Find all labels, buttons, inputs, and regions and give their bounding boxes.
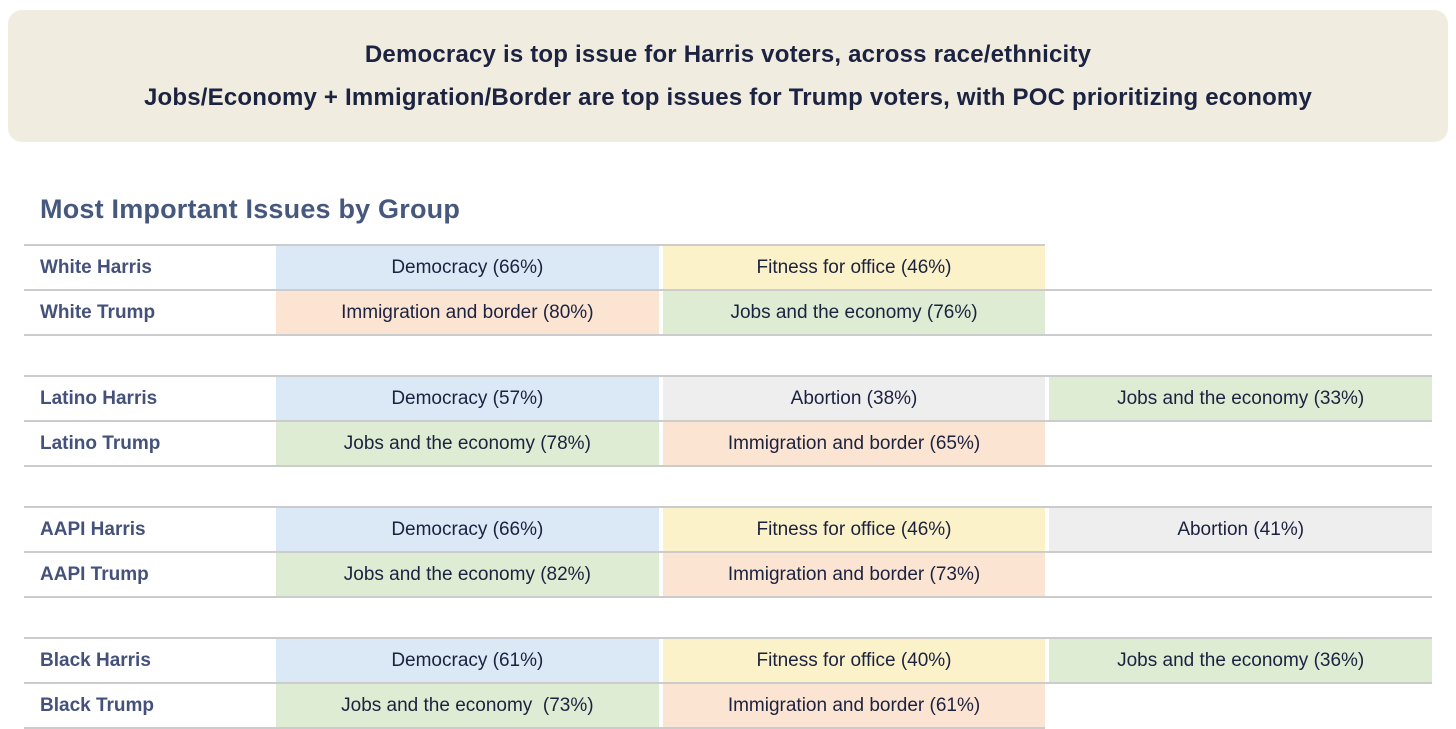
table-row: AAPI Harris Democracy (66%) Fitness for of… — [24, 508, 1433, 551]
group-bottom-border — [24, 596, 1432, 598]
table-row: White Harris Democracy (66%) Fitness for o… — [24, 246, 1433, 289]
group-top-border — [24, 244, 1045, 246]
empty-cell — [1049, 553, 1433, 596]
issue-cell: Fitness for office (40%) — [662, 639, 1046, 682]
issue-cell: Abortion (41%) — [1049, 508, 1433, 551]
issue-cell: Jobs and the economy (76%) — [662, 291, 1046, 334]
table-row: Black Harris Democracy (61%) Fitness for o… — [24, 639, 1433, 682]
headline-line-2: Jobs/Economy + Immigration/Border are to… — [143, 83, 1313, 111]
row-separator — [24, 551, 1432, 553]
issue-cell: Jobs and the economy (78%) — [276, 422, 659, 465]
group-top-border — [24, 506, 1432, 508]
row-label: White Harris — [24, 246, 272, 289]
issues-table: White Harris Democracy (66%) Fitness for o… — [24, 244, 1433, 729]
issue-cell: Immigration and border (80%) — [276, 291, 659, 334]
group-aapi: AAPI Harris Democracy (66%) Fitness for of… — [24, 506, 1433, 598]
row-label: Black Harris — [24, 639, 272, 682]
row-label: Latino Trump — [24, 422, 272, 465]
row-label: White Trump — [24, 291, 272, 334]
issue-cell: Democracy (61%) — [276, 639, 659, 682]
table-row: Black Trump Jobs and the economy (73%) Imm… — [24, 684, 1433, 727]
empty-cell — [1049, 684, 1433, 727]
group-black: Black Harris Democracy (61%) Fitness for o… — [24, 637, 1433, 729]
row-separator — [24, 682, 1432, 684]
group-latino: Latino Harris Democracy (57%) Abortion (38… — [24, 375, 1433, 467]
empty-cell — [1049, 422, 1433, 465]
group-bottom-border — [24, 465, 1432, 467]
table-row: White Trump Immigration and border (80%) J… — [24, 291, 1433, 334]
row-label: Latino Harris — [24, 377, 272, 420]
empty-cell — [1049, 246, 1433, 289]
headline-banner: Democracy is top issue for Harris voters… — [8, 10, 1448, 142]
table-row: Latino Trump Jobs and the economy (78%) Im… — [24, 422, 1433, 465]
group-top-border — [24, 375, 1432, 377]
group-bottom-border — [24, 334, 1432, 336]
chart-title: Most Important Issues by Group — [40, 194, 461, 224]
row-separator — [24, 289, 1432, 291]
issue-cell: Fitness for office (46%) — [662, 246, 1046, 289]
table-row: Latino Harris Democracy (57%) Abortion (38… — [24, 377, 1433, 420]
issue-cell: Immigration and border (65%) — [662, 422, 1046, 465]
issue-cell: Jobs and the economy (36%) — [1049, 639, 1433, 682]
group-white: White Harris Democracy (66%) Fitness for o… — [24, 244, 1433, 336]
group-top-border — [24, 637, 1432, 639]
issue-cell: Jobs and the economy (73%) — [276, 684, 659, 727]
issue-cell: Democracy (57%) — [276, 377, 659, 420]
row-label: Black Trump — [24, 684, 272, 727]
headline-line-1: Democracy is top issue for Harris voters… — [364, 40, 1092, 68]
row-label: AAPI Harris — [24, 508, 272, 551]
issue-cell: Democracy (66%) — [276, 508, 659, 551]
issue-cell: Jobs and the economy (33%) — [1049, 377, 1433, 420]
row-label: AAPI Trump — [24, 553, 272, 596]
issue-cell: Immigration and border (73%) — [662, 553, 1046, 596]
table-row: AAPI Trump Jobs and the economy (82%) Immi… — [24, 553, 1433, 596]
empty-cell — [1049, 291, 1433, 334]
group-bottom-border — [24, 727, 1045, 729]
issue-cell: Abortion (38%) — [662, 377, 1046, 420]
issue-cell: Democracy (66%) — [276, 246, 659, 289]
issue-cell: Jobs and the economy (82%) — [276, 553, 659, 596]
row-separator — [24, 420, 1432, 422]
issue-cell: Immigration and border (61%) — [662, 684, 1046, 727]
issue-cell: Fitness for office (46%) — [662, 508, 1046, 551]
